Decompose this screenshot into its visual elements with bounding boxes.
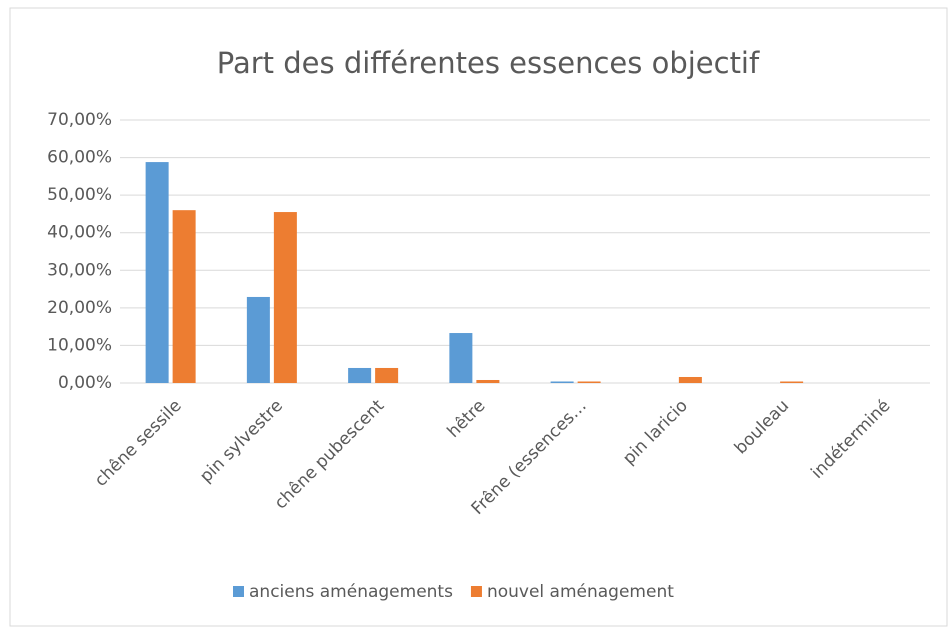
- y-tick-label: 40,00%: [47, 223, 112, 243]
- bar: [476, 379, 500, 383]
- bar: [577, 381, 601, 383]
- y-tick-label: 60,00%: [47, 148, 112, 168]
- y-tick-label: 20,00%: [47, 298, 112, 318]
- bar: [780, 381, 804, 383]
- legend-label: nouvel aménagement: [487, 582, 674, 602]
- y-tick-label: 0,00%: [58, 373, 112, 393]
- bar: [550, 381, 574, 383]
- chart-title: Part des différentes essences objectif: [217, 46, 760, 80]
- bar: [172, 210, 196, 383]
- legend-label: anciens aménagements: [249, 582, 453, 602]
- bar: [246, 296, 270, 383]
- legend-swatch: [470, 586, 482, 597]
- y-tick-label: 50,00%: [47, 185, 112, 205]
- bar: [449, 333, 473, 383]
- bar: [273, 212, 297, 383]
- bar: [348, 367, 372, 383]
- y-tick-label: 30,00%: [47, 260, 112, 280]
- y-tick-label: 10,00%: [47, 335, 112, 355]
- bar: [375, 367, 399, 383]
- y-tick-label: 70,00%: [47, 110, 112, 130]
- bar: [145, 162, 169, 383]
- bar: [678, 376, 702, 383]
- legend-swatch: [233, 586, 244, 597]
